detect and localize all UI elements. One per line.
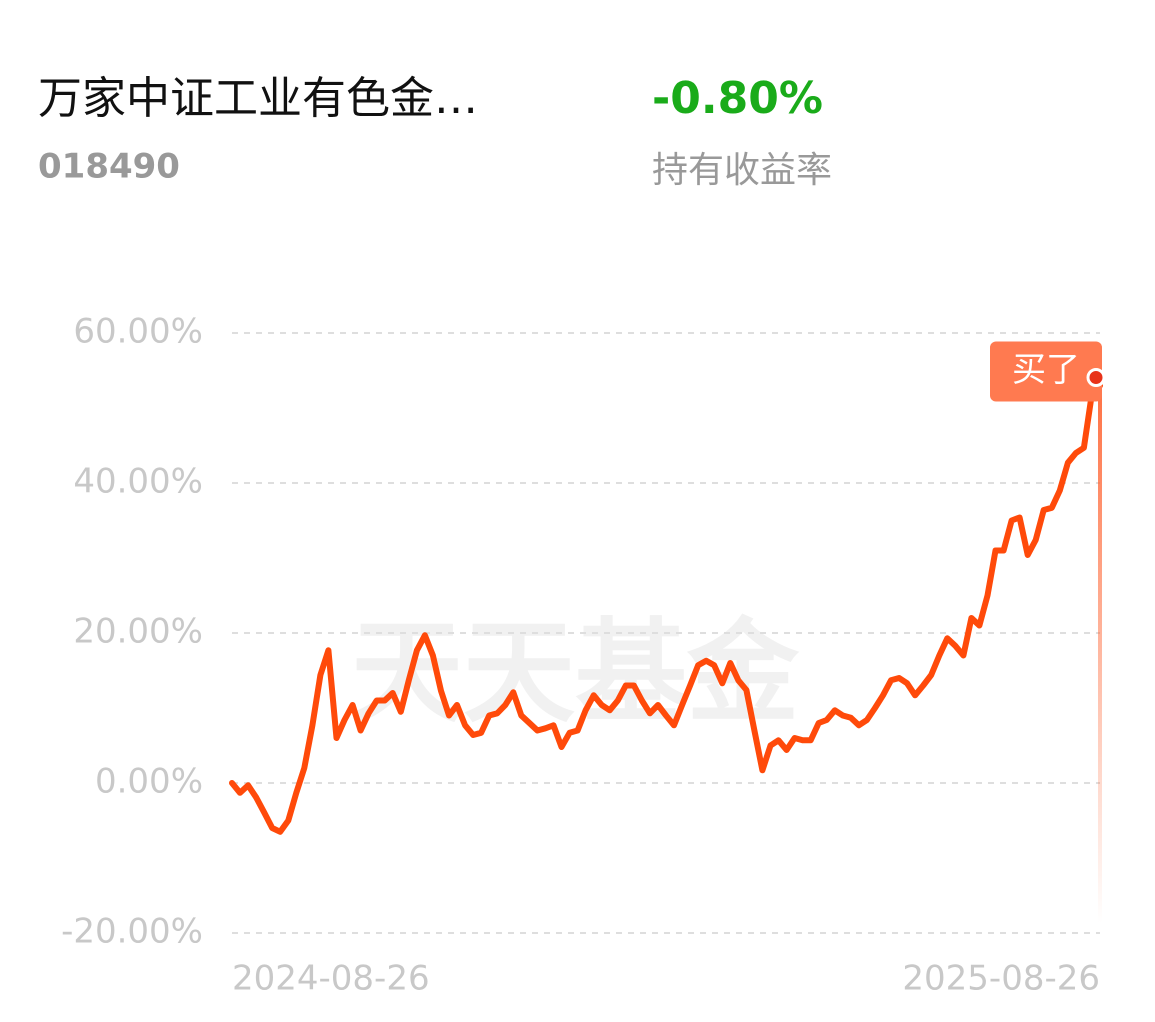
y-tick-label: 40.00% <box>73 462 203 502</box>
return-value: -0.80% <box>652 73 823 124</box>
chart: -20.00% 0.00% 20.00% 40.00% 60.00% 2024-08-26… <box>61 312 1106 999</box>
fund-name: 万家中证工业有色金… <box>38 73 478 124</box>
end-point <box>1086 368 1106 387</box>
y-tick-label: 0.00% <box>95 762 203 802</box>
fund-code: 018490 <box>38 147 180 187</box>
badge-label: 买了 <box>1012 350 1080 390</box>
x-tick-label: 2024-08-26 <box>232 959 430 999</box>
return-label: 持有收益率 <box>652 150 832 191</box>
drop-line <box>1098 385 1102 923</box>
badge <box>990 341 1102 402</box>
x-tick-label: 2025-08-26 <box>902 959 1100 999</box>
y-tick-label: 60.00% <box>73 312 203 352</box>
line <box>229 382 1103 835</box>
y-tick-label: -20.00% <box>61 912 203 952</box>
y-tick-label: 20.00% <box>73 612 203 652</box>
